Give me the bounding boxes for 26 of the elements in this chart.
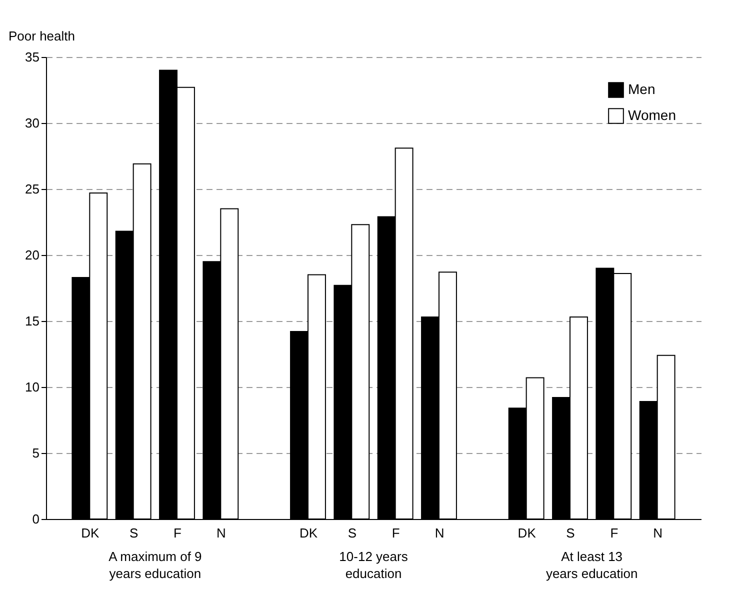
y-tick-label: 20	[25, 248, 40, 262]
legend-label: Women	[628, 107, 676, 123]
x-tick-label: F	[174, 526, 182, 540]
x-tick-label: N	[653, 526, 663, 540]
text: A maximum of 9 years education	[108, 549, 202, 581]
x-tick-label: F	[392, 526, 400, 540]
x-tick-label: S	[566, 526, 576, 540]
y-tick-label: 10	[25, 380, 40, 394]
x-tick-label: DK	[518, 526, 536, 540]
y-tick-label: 5	[32, 446, 40, 460]
x-tick-label: S	[348, 526, 357, 540]
y-tick-label: 25	[25, 182, 40, 196]
y-tick-label: 0	[32, 512, 40, 526]
y-tick-label: 15	[25, 314, 40, 328]
x-tick-label: DK	[299, 526, 318, 540]
x-tick-label: N	[434, 526, 444, 540]
x-tick-label: S	[129, 526, 138, 540]
y-tick-label: 30	[25, 116, 40, 130]
legend-label: Men	[628, 81, 656, 97]
y-axis-title: Poor health	[8, 28, 75, 44]
x-tick-label: F	[610, 526, 618, 540]
x-tick-label: N	[216, 526, 226, 540]
y-tick-label: 35	[25, 50, 40, 64]
text: At least 13 years education	[546, 549, 638, 581]
text: 10-12 years education	[339, 549, 408, 581]
x-tick-label: DK	[81, 526, 100, 540]
